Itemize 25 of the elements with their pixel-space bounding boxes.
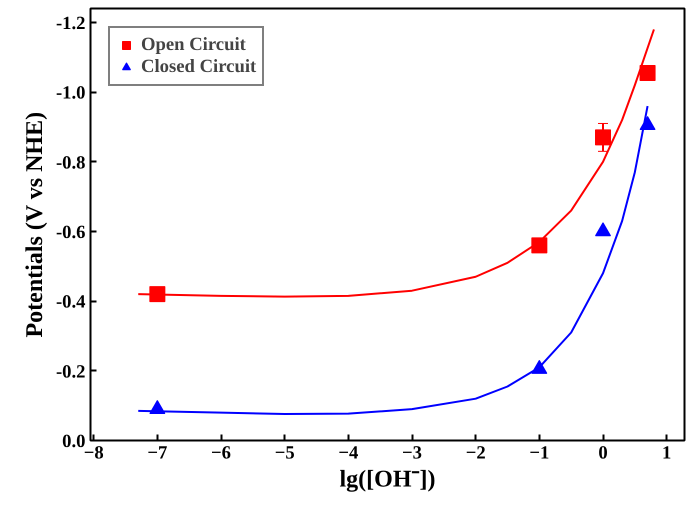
x-tick-label: −7 bbox=[147, 442, 168, 464]
y-tick-label: -0.2 bbox=[56, 361, 86, 382]
x-axis-title: lg([OH⁻]) bbox=[340, 466, 436, 492]
x-tick-label: 1 bbox=[662, 442, 672, 464]
x-tick-label: −6 bbox=[211, 442, 232, 464]
y-tick-label: -1.0 bbox=[56, 82, 86, 104]
y-tick-label: -0.4 bbox=[56, 292, 86, 313]
x-tick-label: −8 bbox=[84, 442, 104, 464]
point bbox=[595, 129, 612, 146]
y-tick-label: -0.8 bbox=[56, 152, 86, 174]
legend-label: Open Circuit bbox=[141, 34, 246, 56]
y-axis-title: Potentials (V vs NHE) bbox=[22, 112, 48, 338]
x-tick-label: −5 bbox=[274, 442, 295, 464]
legend-label: Closed Circuit bbox=[141, 56, 256, 78]
point bbox=[640, 64, 656, 81]
point bbox=[595, 222, 612, 236]
x-tick-label: −4 bbox=[338, 442, 358, 464]
x-tick-label: −3 bbox=[402, 442, 422, 464]
y-tick-label: -1.2 bbox=[56, 12, 86, 34]
y-tick-label: 0.0 bbox=[62, 431, 86, 452]
x-tick-label: 0 bbox=[598, 442, 608, 464]
y-tick-label: -0.6 bbox=[56, 222, 86, 243]
x-tick-label: −2 bbox=[466, 442, 486, 464]
line-series bbox=[137, 28, 655, 298]
x-tick-label: −1 bbox=[529, 442, 550, 464]
